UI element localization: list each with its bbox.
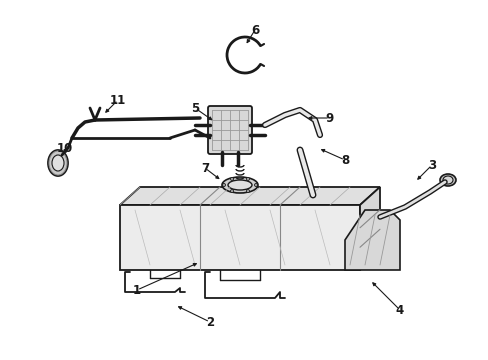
Polygon shape [120,205,359,270]
Text: 1: 1 [133,284,141,297]
Ellipse shape [442,176,452,184]
Circle shape [246,190,249,193]
Circle shape [246,177,249,180]
Text: 2: 2 [205,315,214,328]
Text: 4: 4 [395,303,403,316]
Ellipse shape [52,155,64,171]
Polygon shape [120,187,379,205]
Ellipse shape [222,177,258,193]
Circle shape [230,190,233,193]
Text: 8: 8 [340,153,348,166]
Text: 6: 6 [250,23,259,36]
Text: 5: 5 [190,102,199,114]
Ellipse shape [439,174,455,186]
Circle shape [254,184,257,186]
Circle shape [222,184,225,186]
Ellipse shape [48,150,68,176]
Text: 10: 10 [57,141,73,154]
Text: 7: 7 [201,162,209,175]
Polygon shape [359,187,379,270]
Text: 3: 3 [427,158,435,171]
Circle shape [230,177,233,180]
Text: 11: 11 [110,94,126,107]
FancyBboxPatch shape [207,106,251,154]
Polygon shape [345,210,399,270]
Ellipse shape [227,180,251,190]
Text: 9: 9 [325,112,333,125]
